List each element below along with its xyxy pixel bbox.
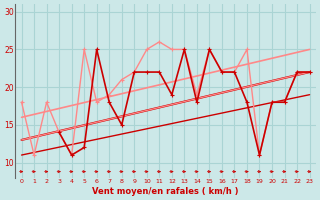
X-axis label: Vent moyen/en rafales ( km/h ): Vent moyen/en rafales ( km/h ) bbox=[92, 187, 239, 196]
